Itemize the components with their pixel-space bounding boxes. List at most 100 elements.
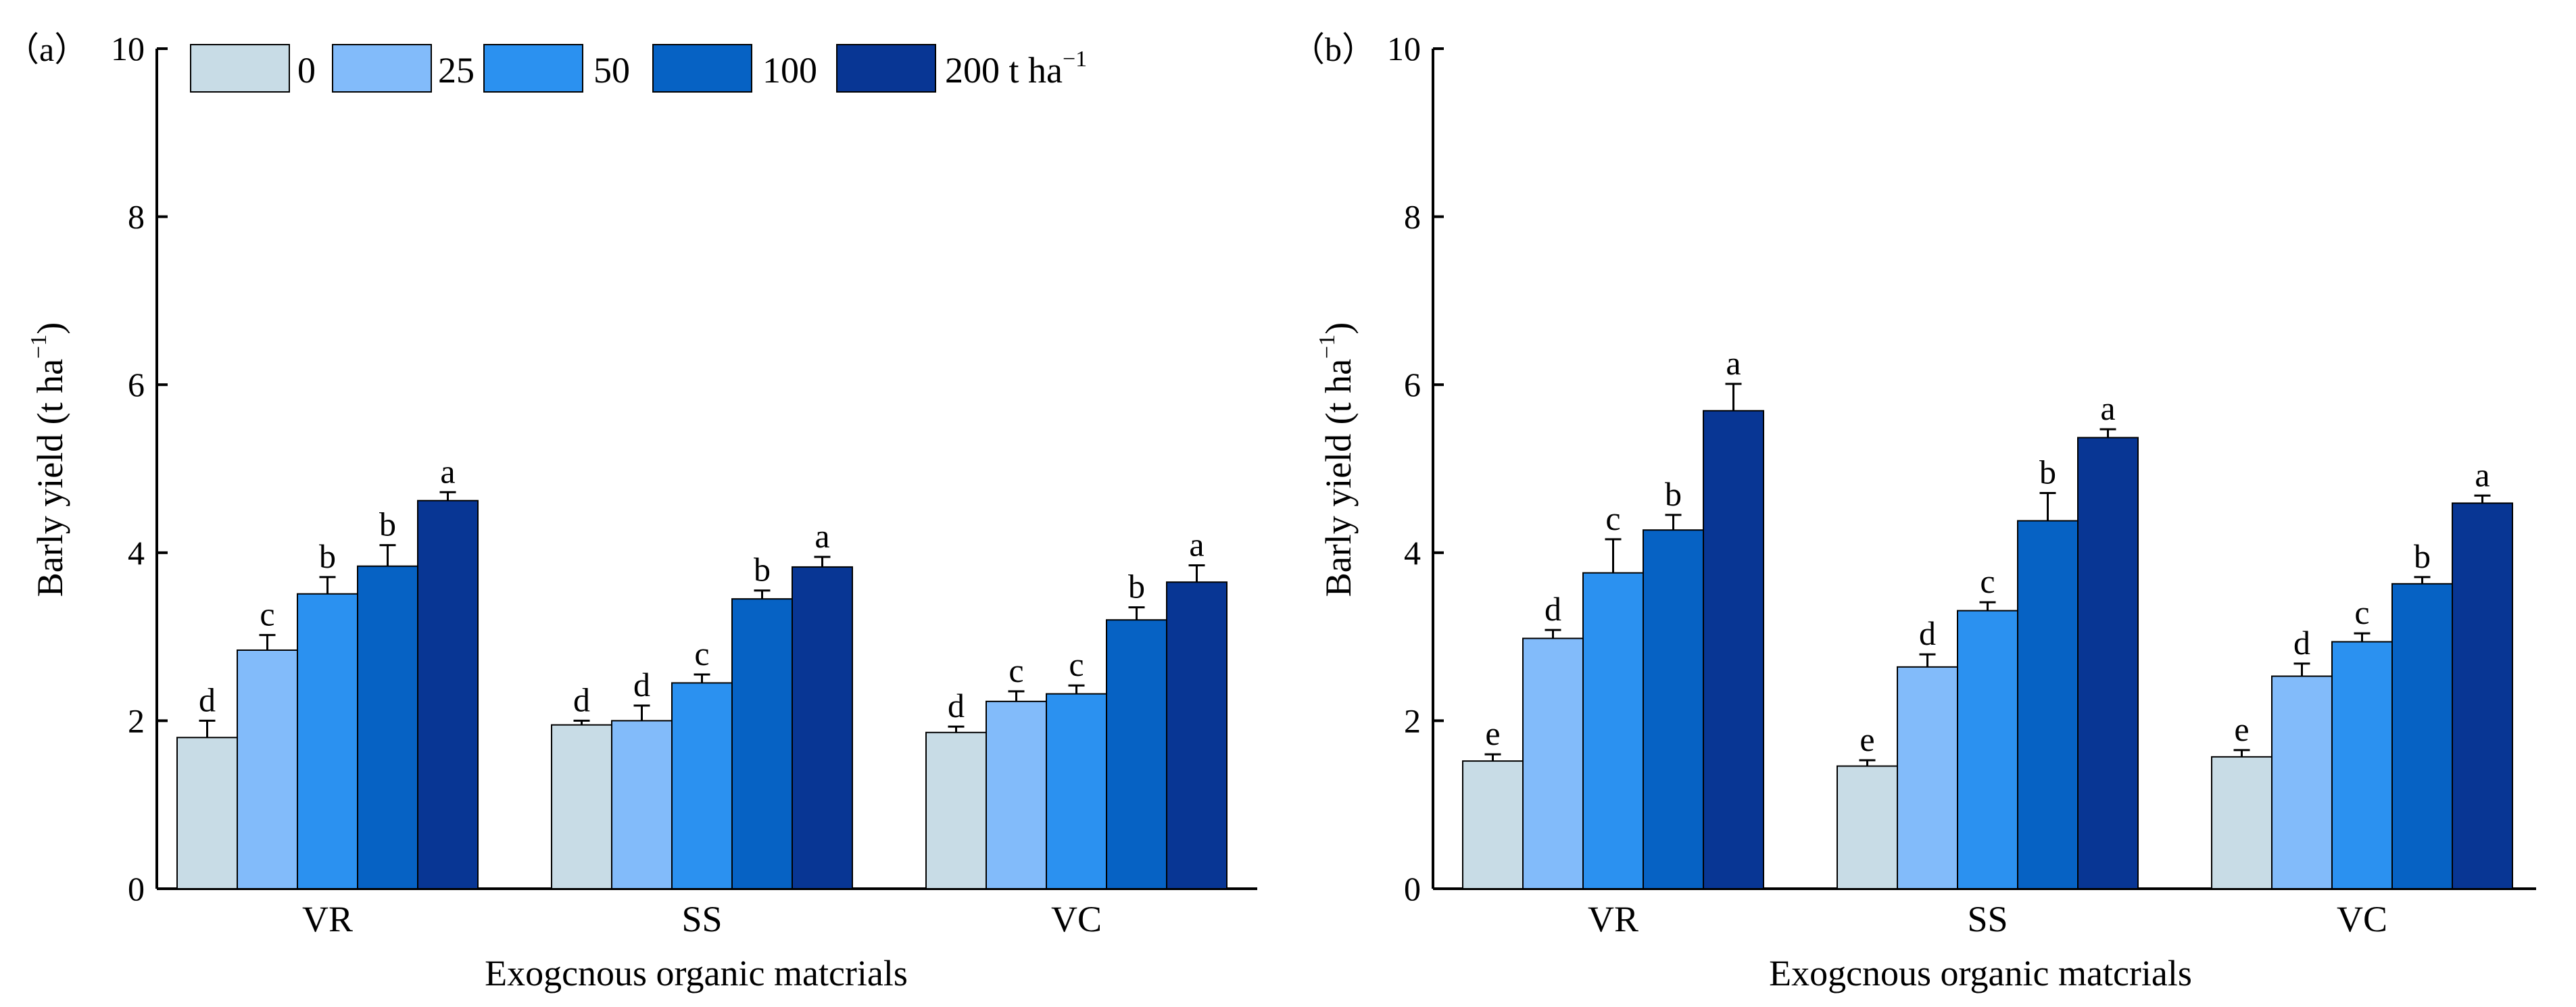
significance-letter: e [1860,720,1874,758]
y-tick-label: 6 [1404,366,1421,403]
category-labels-a: VR SS VC [302,899,1102,939]
bar-vc-200tha [1166,581,1228,889]
category-label: VC [1051,899,1102,939]
significance-letter: b [2039,453,2056,491]
significance-letter: a [2100,389,2115,427]
panel-b: （b） Barly yield (t ha−1) Exogcnous organ… [1291,30,2536,993]
significance-letter: d [2293,624,2310,662]
x-axis-title-a: Exogcnous organic matcrials [485,953,908,993]
y-tick-label: 4 [1404,534,1421,572]
legend-swatch [190,44,290,93]
significance-letter: b [2414,537,2431,575]
y-tick-label: 6 [128,366,145,403]
bar-vr-25 [237,649,298,889]
significance-letter: c [1605,499,1620,537]
bar-vc-100 [1106,619,1167,889]
bar-ss-25 [1897,666,1958,890]
significance-letter: a [1189,525,1204,563]
category-label: VR [1588,899,1638,939]
significance-letter: b [754,551,771,589]
bar-vc-25 [986,700,1047,890]
bar-vc-50 [2331,641,2393,889]
bar-vc-50 [1046,693,1107,890]
legend-swatch [332,44,432,93]
significance-letter: b [1128,568,1145,606]
y-ticks-b: 0 2 4 6 8 10 [1387,30,1444,908]
bar-ss-100 [731,598,793,889]
significance-letter: c [694,635,709,672]
panel-a: （a） Barly yield (t ha−1) Exogcnous organ… [5,30,1257,993]
legend-swatch [483,44,583,93]
significance-letter: b [1665,475,1682,513]
significance-letter: c [2354,593,2369,631]
bar-vr-100 [1643,529,1704,889]
y-tick-label: 10 [1387,30,1421,68]
panel-label-a: （a） [5,30,88,68]
legend-label: 50 [593,50,630,91]
y-tick-label: 4 [128,534,145,572]
y-tick-label: 10 [111,30,145,68]
category-labels-b: VR SS VC [1588,899,2387,939]
significance-letter: a [2475,456,2489,493]
category-label: VR [302,899,353,939]
bar-vr-200tha [417,499,479,889]
bar-vr-50 [297,593,358,889]
y-tick-label: 8 [1404,198,1421,236]
significance-letter: c [1069,645,1084,683]
y-tick-label: 2 [1404,702,1421,739]
bar-ss-200tha [792,566,853,890]
significance-letter: b [319,537,336,575]
bar-ss-50 [671,682,733,890]
significance-letter: b [379,506,396,543]
bar-vc-25 [2271,675,2333,889]
significance-letter: e [1485,714,1500,752]
significance-letter: c [1980,562,1995,600]
bar-ss-25 [611,720,673,890]
bar-vr-50 [1582,572,1644,890]
legend-label: 100 [762,50,817,91]
bar-ss-0 [1837,765,1898,889]
category-label: VC [2337,899,2387,939]
category-label: SS [681,899,722,939]
bar-vc-0 [925,731,987,889]
x-axis-title-b: Exogcnous organic matcrials [1769,953,2192,993]
category-label: SS [1967,899,2008,939]
legend-label: 200 t ha−1 [945,47,1087,91]
bar-vc-0 [2211,756,2273,889]
significance-letter: d [573,681,590,718]
bar-vc-100 [2391,583,2453,890]
significance-letter: d [199,681,216,718]
significance-letter: c [1008,652,1023,689]
significance-letter: e [2234,710,2249,748]
y-tick-label: 2 [128,702,145,739]
bar-ss-100 [2017,520,2079,889]
bar-vr-0 [1462,760,1524,889]
y-tick-label: 0 [1404,870,1421,908]
legend-swatch [652,44,752,93]
bar-vc-200tha [2452,502,2513,889]
significance-letter: a [1726,344,1741,382]
bars-b: e d c b a e d c b a e d c b a [1462,344,2513,890]
legend-label: 25 [438,50,475,91]
panel-label-b: （b） [1291,30,1376,68]
bar-vr-200tha [1703,410,1764,889]
bar-ss-50 [1957,610,2018,890]
significance-letter: d [948,687,965,724]
bar-ss-0 [551,724,612,889]
y-tick-label: 8 [128,198,145,236]
legend-swatch [836,44,936,93]
significance-letter: c [260,595,274,633]
bar-ss-200tha [2077,437,2139,889]
y-axis-title-b: Barly yield (t ha−1) [1315,322,1359,597]
bar-vr-0 [176,737,238,890]
y-tick-label: 0 [128,870,145,908]
legend-label: 0 [297,50,316,91]
significance-letter: a [815,517,829,555]
bar-vr-25 [1522,637,1584,889]
significance-letter: d [1545,590,1561,628]
y-axis-title-a: Barly yield (t ha−1) [26,322,70,597]
y-ticks-a: 0 2 4 6 8 10 [111,30,168,908]
significance-letter: d [1919,614,1936,652]
bars-a: d c b b a d d c b a d c c b a [176,452,1228,890]
